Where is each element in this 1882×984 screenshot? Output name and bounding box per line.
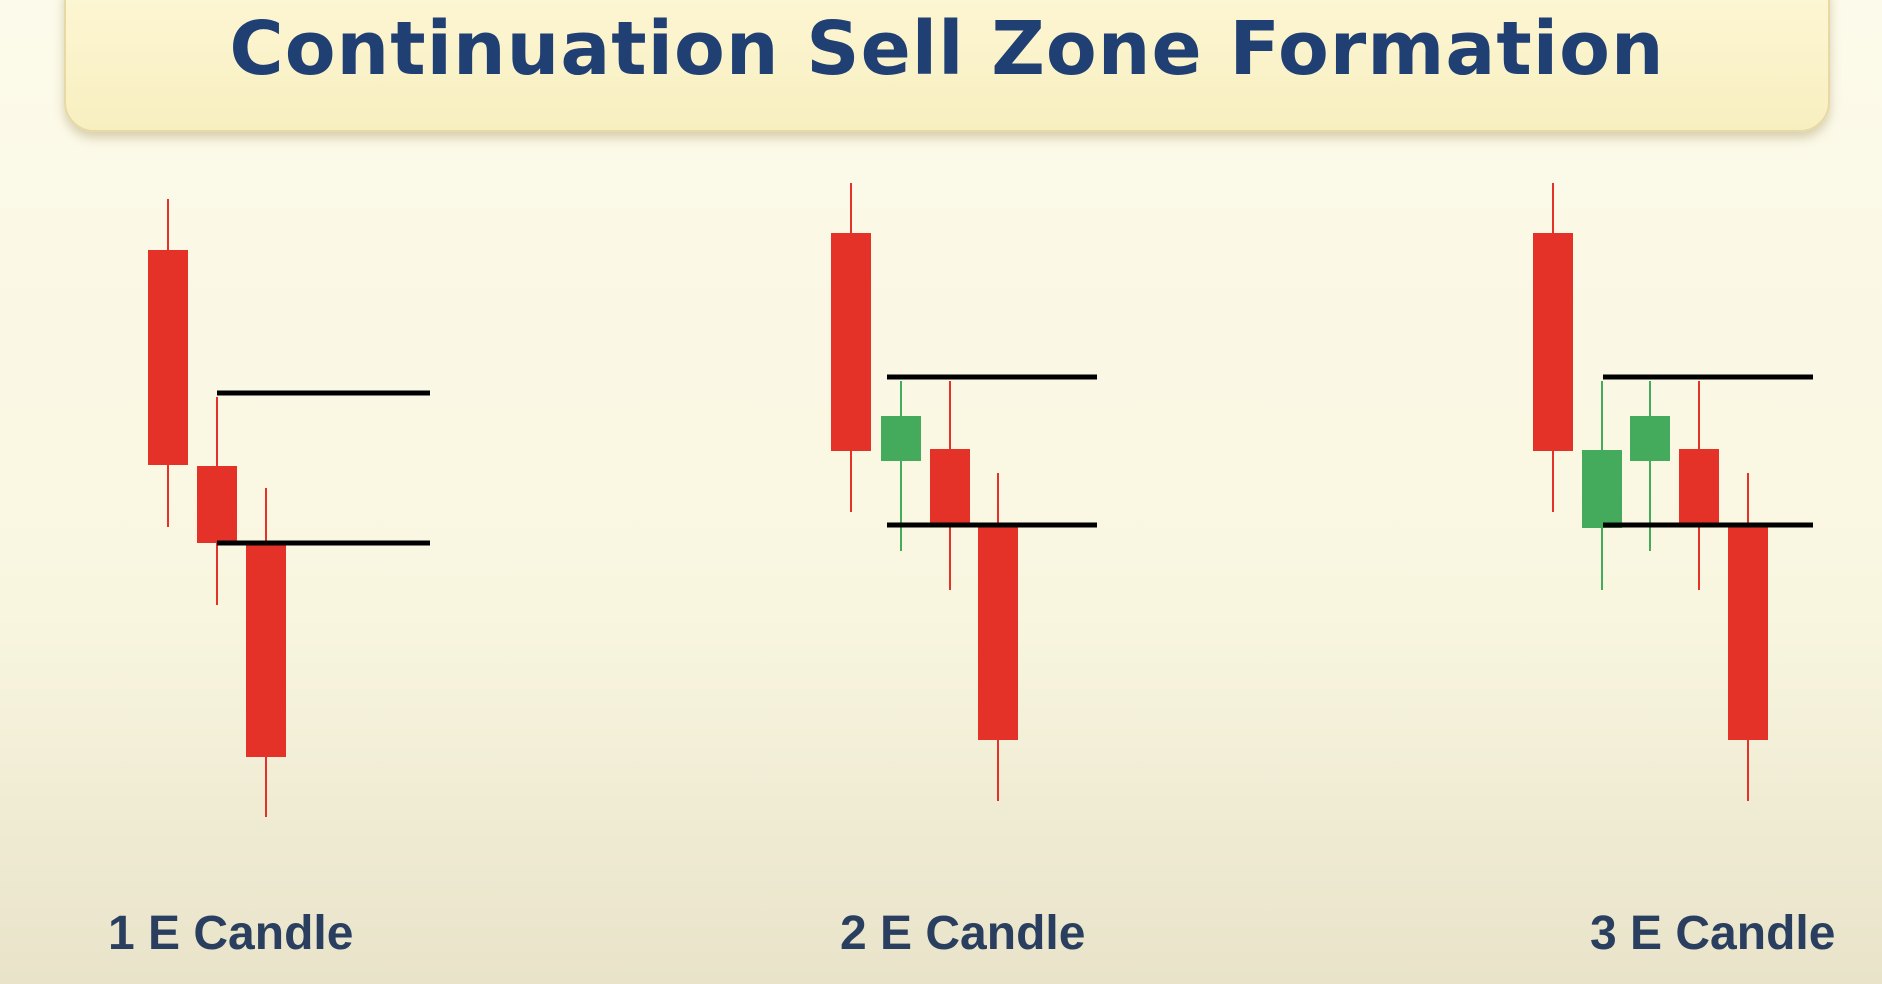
candle-bearish xyxy=(148,199,188,527)
candle-bullish xyxy=(1630,381,1670,551)
candle-body xyxy=(831,233,871,451)
candle-body xyxy=(197,466,237,543)
candle-body xyxy=(881,416,921,461)
candle-bearish xyxy=(197,397,237,605)
candle-bearish xyxy=(1728,473,1768,801)
candle-bearish xyxy=(978,473,1018,801)
page-title: Continuation Sell Zone Formation xyxy=(229,6,1665,92)
candle-bullish xyxy=(1582,381,1622,590)
candle-bearish xyxy=(831,183,871,512)
caption-1-e-candle: 1 E Candle xyxy=(108,907,354,960)
candle-body xyxy=(1728,524,1768,740)
candle-bearish xyxy=(930,381,970,590)
candle-body xyxy=(1533,233,1573,451)
candle-body xyxy=(1630,416,1670,461)
candle-body xyxy=(978,524,1018,740)
candle-body xyxy=(148,250,188,465)
candle-body xyxy=(1679,449,1719,525)
candle-body xyxy=(246,541,286,757)
candle-body xyxy=(930,449,970,525)
panel-1 xyxy=(148,199,430,817)
caption-2-e-candle: 2 E Candle xyxy=(840,907,1086,960)
panel-2 xyxy=(831,183,1097,801)
candle-body xyxy=(1582,450,1622,528)
candle-bearish xyxy=(1679,381,1719,590)
candle-bearish xyxy=(1533,183,1573,512)
title-banner: Continuation Sell Zone Formation xyxy=(64,0,1830,132)
candle-bearish xyxy=(246,488,286,817)
caption-3-e-candle: 3 E Candle xyxy=(1590,907,1836,960)
panel-3 xyxy=(1533,183,1813,801)
